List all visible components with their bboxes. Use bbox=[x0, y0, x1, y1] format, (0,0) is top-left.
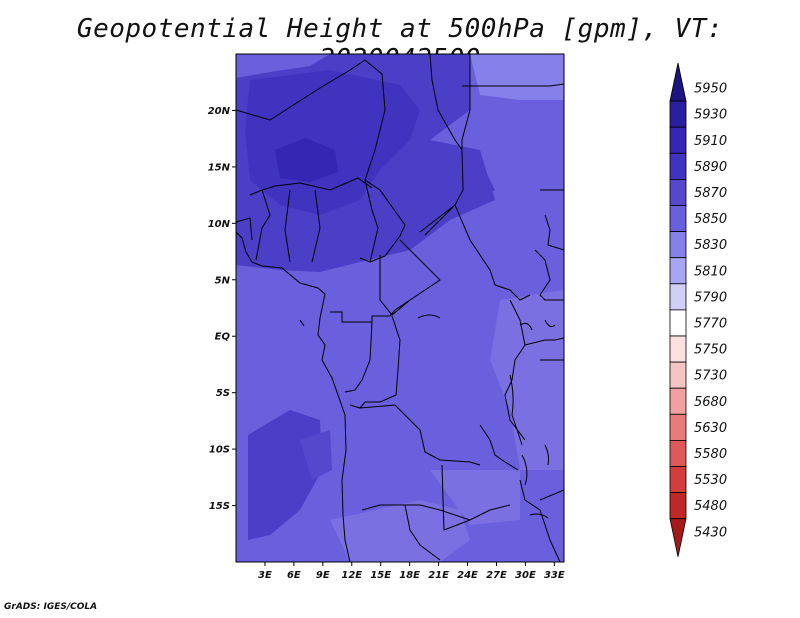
colorbar-label: 5870 bbox=[694, 186, 727, 201]
latitude-axis: 20N 15N 10N 5N EQ 5S 10S 15S bbox=[208, 106, 236, 512]
colorbar-label: 5910 bbox=[694, 134, 727, 149]
lat-tick-label: 10S bbox=[209, 445, 230, 456]
colorbar-swatch bbox=[669, 492, 687, 520]
colorbar-swatch bbox=[669, 518, 687, 557]
colorbar-label: 5530 bbox=[694, 473, 727, 488]
colorbar-label: 5580 bbox=[694, 447, 727, 462]
colorbar-label: 5430 bbox=[694, 525, 727, 540]
lon-tick-label: 30E bbox=[515, 570, 536, 581]
colorbar-swatch bbox=[669, 205, 687, 233]
lon-tick-label: 12E bbox=[341, 570, 362, 581]
colorbar-label: 5950 bbox=[694, 82, 727, 97]
colorbar-label: 5750 bbox=[694, 343, 727, 358]
colorbar-swatch bbox=[669, 309, 687, 337]
colorbar-label: 5480 bbox=[694, 499, 727, 514]
lat-tick-label: 5N bbox=[215, 275, 231, 286]
colorbar-swatch bbox=[669, 283, 687, 311]
lat-tick-label: 10N bbox=[208, 219, 231, 230]
colorbar-label: 5850 bbox=[694, 212, 727, 227]
lat-tick-label: EQ bbox=[215, 332, 231, 343]
colorbar-swatch bbox=[669, 152, 687, 180]
lon-tick-label: 9E bbox=[316, 570, 330, 581]
contour-5870-nw bbox=[236, 54, 330, 78]
lon-tick-label: 15E bbox=[370, 570, 391, 581]
colorbar-swatch bbox=[669, 62, 687, 102]
colorbar-label: 5680 bbox=[694, 395, 727, 410]
contour-5850-south bbox=[330, 500, 470, 562]
colorbar-swatch bbox=[669, 257, 687, 285]
contour-5930-core bbox=[275, 138, 338, 182]
contour-5890-east bbox=[445, 160, 495, 205]
contour-5870-ne bbox=[500, 100, 564, 160]
colorbar-swatch bbox=[669, 361, 687, 389]
colorbar-label: 5730 bbox=[694, 369, 727, 384]
lon-tick-label: 24E bbox=[457, 570, 478, 581]
colorbar-swatch bbox=[669, 413, 687, 441]
contour-5850-east bbox=[490, 290, 564, 470]
lon-tick-label: 6E bbox=[287, 570, 301, 581]
longitude-axis: 3E 6E 9E 12E 15E 18E 21E 24E 27E 30E 33E bbox=[258, 562, 565, 581]
lon-tick-label: 33E bbox=[544, 570, 565, 581]
map-frame bbox=[235, 53, 565, 563]
colorbar: 5950 5930 5910 5890 5870 5850 5830 5810 5790 5770… bbox=[669, 62, 727, 557]
colorbar-swatch bbox=[669, 231, 687, 259]
height-field bbox=[236, 54, 564, 562]
lat-tick-label: 15N bbox=[208, 162, 231, 173]
contour-5870-sw bbox=[300, 430, 332, 480]
lat-tick-label: 15S bbox=[209, 501, 230, 512]
grads-credit: GrADS: IGES/COLA bbox=[4, 602, 98, 612]
contour-5850-ne bbox=[470, 54, 564, 100]
lon-tick-label: 27E bbox=[486, 570, 507, 581]
colorbar-swatch bbox=[669, 387, 687, 415]
country-borders bbox=[236, 54, 564, 562]
colorbar-swatch bbox=[669, 126, 687, 154]
colorbar-label: 5770 bbox=[694, 316, 727, 331]
colorbar-label: 5630 bbox=[694, 421, 727, 436]
lon-tick-label: 21E bbox=[428, 570, 449, 581]
colorbar-label: 5930 bbox=[694, 108, 727, 123]
lon-tick-label: 18E bbox=[399, 570, 420, 581]
colorbar-label: 5830 bbox=[694, 238, 727, 253]
contour-5850-se bbox=[430, 470, 520, 525]
lat-tick-label: 20N bbox=[208, 106, 231, 117]
colorbar-label: 5890 bbox=[694, 160, 727, 175]
colorbar-swatch bbox=[669, 335, 687, 363]
colorbar-label: 5810 bbox=[694, 264, 727, 279]
colorbar-swatch bbox=[669, 466, 687, 494]
colorbar-swatch bbox=[669, 100, 687, 128]
colorbar-swatch bbox=[669, 178, 687, 206]
colorbar-swatch bbox=[669, 439, 687, 467]
colorbar-label: 5790 bbox=[694, 290, 727, 305]
lat-tick-label: 5S bbox=[216, 388, 230, 399]
lon-tick-label: 3E bbox=[258, 570, 272, 581]
